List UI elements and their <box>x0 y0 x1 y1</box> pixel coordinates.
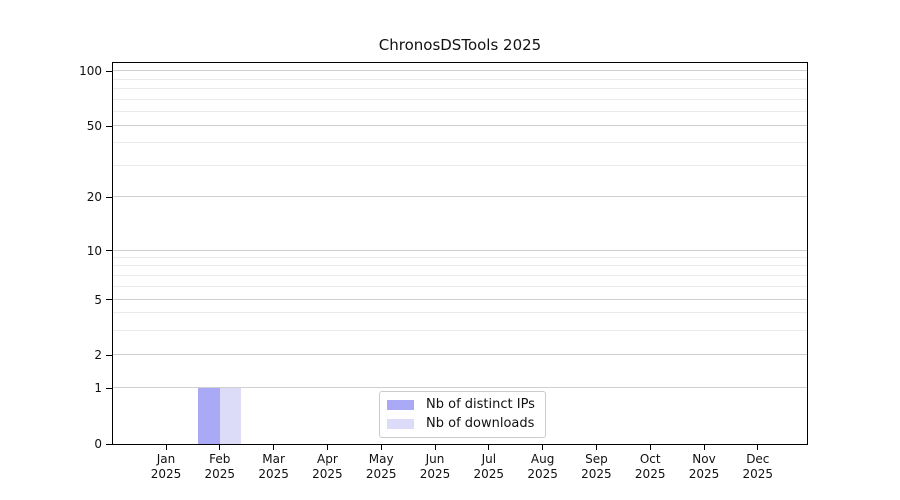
x-tick-year: 2025 <box>634 467 666 481</box>
x-tick-label: Oct 2025 <box>620 452 680 482</box>
y-gridline-minor <box>113 98 807 100</box>
x-tick-mark <box>380 445 382 450</box>
y-tick-mark <box>106 125 112 127</box>
x-tick-mark <box>757 445 759 450</box>
x-tick-mark <box>326 445 328 450</box>
x-tick-mark <box>542 445 544 450</box>
x-tick-label: Jun 2025 <box>405 452 465 482</box>
y-tick-label: 10 <box>86 243 102 258</box>
x-tick-label: Aug 2025 <box>513 452 573 482</box>
y-tick-mark <box>106 250 112 252</box>
x-tick-label: May 2025 <box>351 452 411 482</box>
x-tick-month: Jan <box>156 452 176 466</box>
x-tick-label: Dec 2025 <box>728 452 788 482</box>
x-tick-mark <box>273 445 275 450</box>
x-tick-label: Apr 2025 <box>297 452 357 482</box>
y-tick-label: 1 <box>94 381 102 396</box>
y-gridline-minor <box>113 329 807 331</box>
x-tick-month: Aug <box>530 452 555 466</box>
plot-area <box>112 62 808 445</box>
y-tick-label: 100 <box>79 64 102 79</box>
x-tick-year: 2025 <box>419 467 451 481</box>
y-gridline-minor <box>113 274 807 276</box>
x-tick-year: 2025 <box>527 467 558 481</box>
x-tick-label: Jan 2025 <box>136 452 196 482</box>
x-tick-year: 2025 <box>365 467 397 481</box>
x-tick-mark <box>703 445 705 450</box>
y-gridline-minor <box>113 79 807 81</box>
bars-layer <box>113 63 807 444</box>
y-tick-mark <box>106 443 112 445</box>
bar-distinct-ips <box>198 388 220 444</box>
y-tick-label: 5 <box>94 292 102 307</box>
y-gridline-minor <box>113 285 807 287</box>
x-tick-month: Oct <box>639 452 661 466</box>
y-gridline-major <box>113 70 807 72</box>
y-gridline-minor <box>113 256 807 258</box>
x-tick-year: 2025 <box>150 467 182 481</box>
y-gridline-major <box>113 125 807 127</box>
x-tick-month: Jul <box>481 452 497 466</box>
legend-item: Nb of distinct IPs <box>387 397 535 413</box>
y-gridline-minor <box>113 142 807 144</box>
y-tick-label: 0 <box>94 437 102 451</box>
y-tick-mark <box>106 70 112 72</box>
x-tick-month: Jun <box>425 452 445 466</box>
y-gridline-minor <box>113 164 807 166</box>
y-gridline-minor <box>113 88 807 90</box>
x-tick-label: Nov 2025 <box>674 452 734 482</box>
gridlines-layer <box>113 63 807 444</box>
y-tick-label: 20 <box>86 190 102 205</box>
x-tick-mark <box>434 445 436 450</box>
y-tick-mark <box>106 354 112 356</box>
y-gridline-major <box>113 354 807 356</box>
x-tick-mark <box>165 445 167 450</box>
x-tick-mark <box>595 445 597 450</box>
legend-label: Nb of distinct IPs <box>426 397 535 412</box>
x-tick-mark <box>649 445 651 450</box>
y-tick-label: 2 <box>94 348 102 363</box>
x-tick-month: Mar <box>262 452 285 466</box>
bar-downloads <box>219 388 242 444</box>
y-gridline-major <box>113 298 807 300</box>
x-tick-month: Apr <box>317 452 338 466</box>
x-tick-label: Feb 2025 <box>190 452 250 482</box>
y-gridline-minor <box>113 265 807 267</box>
y-gridline-minor <box>113 312 807 314</box>
y-gridline-major <box>113 249 807 251</box>
x-tick-year: 2025 <box>742 467 774 481</box>
y-gridline-minor <box>113 110 807 112</box>
x-tick-month: Nov <box>692 452 716 466</box>
y-gridline-major <box>113 387 807 389</box>
x-tick-year: 2025 <box>204 467 236 481</box>
y-tick-mark <box>106 387 112 389</box>
x-tick-mark <box>219 445 221 450</box>
legend-label: Nb of downloads <box>426 416 535 431</box>
x-tick-month: May <box>368 452 394 466</box>
x-tick-label: Jul 2025 <box>459 452 519 482</box>
legend-swatch <box>387 419 414 429</box>
x-tick-year: 2025 <box>688 467 720 481</box>
legend-item: Nb of downloads <box>387 416 535 432</box>
x-tick-label: Sep 2025 <box>566 452 626 482</box>
y-tick-mark <box>106 196 112 198</box>
legend-swatch <box>387 400 414 410</box>
x-tick-label: Mar 2025 <box>244 452 304 482</box>
y-gridline-major <box>113 196 807 198</box>
x-tick-month: Feb <box>209 452 231 466</box>
x-tick-year: 2025 <box>473 467 505 481</box>
x-tick-mark <box>488 445 490 450</box>
chart-title: ChronosDSTools 2025 <box>378 36 542 54</box>
y-tick-label: 50 <box>86 119 102 134</box>
x-tick-year: 2025 <box>258 467 289 481</box>
x-tick-month: Dec <box>746 452 770 466</box>
legend: Nb of distinct IPs Nb of downloads <box>379 391 546 438</box>
x-tick-month: Sep <box>585 452 608 466</box>
y-tick-mark <box>106 299 112 301</box>
x-tick-year: 2025 <box>581 467 612 481</box>
x-tick-year: 2025 <box>312 467 343 481</box>
